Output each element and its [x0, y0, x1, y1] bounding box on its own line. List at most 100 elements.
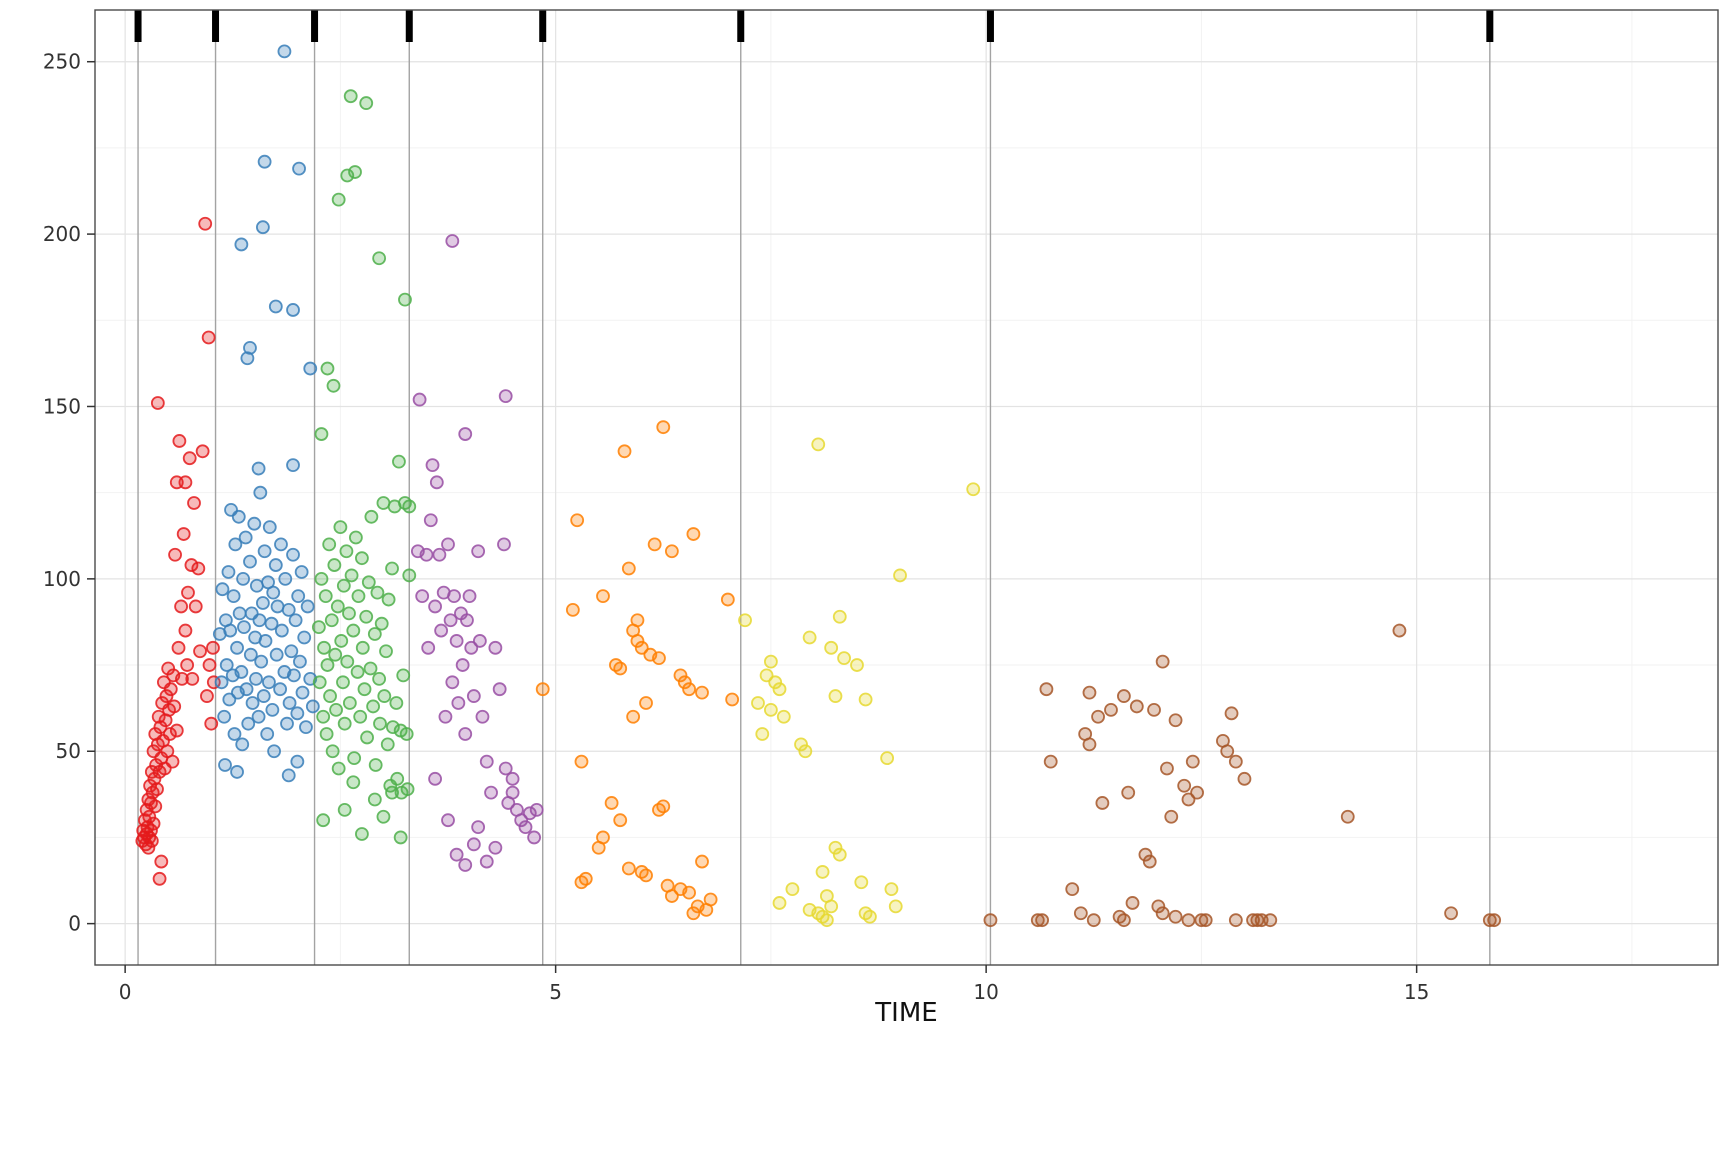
data-point	[392, 454, 406, 469]
data-point	[596, 589, 610, 604]
data-point	[228, 537, 243, 552]
data-point	[274, 537, 288, 552]
data-point	[258, 634, 273, 648]
data-point	[471, 544, 486, 559]
data-point	[280, 716, 294, 731]
data-point	[295, 685, 310, 700]
data-point	[291, 589, 306, 604]
data-point	[893, 568, 907, 583]
data-point	[763, 702, 778, 717]
data-point	[828, 840, 843, 855]
data-point	[238, 530, 253, 545]
data-point	[163, 682, 178, 697]
data-point	[695, 854, 709, 869]
data-point	[1250, 913, 1265, 928]
data-point	[441, 537, 455, 552]
data-point	[811, 437, 826, 452]
data-point	[458, 427, 473, 441]
data-point	[768, 675, 783, 690]
data-point	[311, 620, 326, 635]
data-point	[355, 551, 369, 566]
data-point	[1237, 771, 1252, 786]
data-point	[265, 702, 280, 717]
x-tick-label: 15	[1404, 980, 1429, 1004]
data-point	[217, 709, 232, 724]
y-tick-label: 50	[56, 739, 81, 763]
data-point	[1168, 713, 1183, 728]
data-point	[1482, 913, 1497, 928]
data-point	[1177, 778, 1192, 793]
data-point	[613, 813, 628, 828]
data-point	[286, 303, 300, 317]
data-point	[432, 547, 447, 562]
data-point	[171, 640, 186, 655]
data-point	[218, 758, 232, 772]
data-point	[630, 613, 645, 628]
data-point	[288, 613, 303, 628]
series-blue	[212, 44, 320, 783]
data-point	[498, 389, 513, 404]
data-point	[231, 509, 246, 524]
data-point	[150, 782, 164, 797]
data-point	[466, 837, 481, 852]
data-point	[1091, 709, 1105, 724]
data-point	[596, 830, 610, 845]
data-point	[460, 613, 474, 628]
y-tick-label: 150	[43, 394, 81, 418]
data-point	[419, 547, 434, 562]
data-point	[357, 682, 372, 697]
x-tick-label: 10	[973, 980, 998, 1004]
data-point	[243, 340, 257, 355]
data-point	[359, 609, 374, 624]
data-point	[630, 634, 645, 648]
data-point	[204, 716, 219, 731]
data-point	[198, 216, 213, 231]
data-point	[449, 634, 464, 648]
data-point	[329, 702, 343, 717]
data-point	[824, 899, 839, 914]
data-point	[270, 599, 285, 614]
data-point	[1104, 702, 1118, 717]
data-point	[303, 361, 318, 376]
data-point	[466, 689, 481, 703]
data-point	[346, 775, 361, 790]
data-point	[245, 696, 260, 710]
data-point	[621, 561, 636, 576]
data-point	[703, 892, 718, 907]
data-point	[346, 623, 361, 638]
data-point	[863, 909, 877, 924]
data-point	[1220, 744, 1235, 759]
data-point	[423, 513, 438, 528]
data-point	[282, 696, 297, 710]
data-point	[1151, 899, 1166, 914]
data-point	[175, 671, 189, 686]
data-point	[195, 444, 210, 459]
data-point	[223, 623, 238, 638]
data-point	[292, 161, 306, 176]
series-orange	[535, 420, 740, 921]
data-point	[837, 651, 851, 666]
data-point	[167, 699, 182, 714]
data-point	[239, 682, 254, 697]
data-point	[858, 692, 873, 707]
data-point	[141, 840, 156, 855]
data-point	[1155, 654, 1170, 669]
data-point	[1035, 913, 1050, 928]
plot-panel	[95, 10, 1718, 965]
data-point	[462, 589, 477, 604]
data-point	[1164, 809, 1179, 824]
data-point	[342, 696, 357, 710]
data-point	[1142, 854, 1157, 869]
data-point	[1082, 737, 1097, 752]
data-point	[178, 475, 193, 490]
data-point	[399, 727, 414, 741]
data-point	[237, 620, 251, 635]
data-point	[367, 792, 382, 807]
data-point	[1228, 754, 1243, 769]
data-point	[1228, 913, 1243, 928]
data-point	[570, 513, 585, 528]
data-point	[398, 292, 412, 307]
data-point	[983, 913, 998, 928]
data-point	[299, 720, 313, 735]
data-point	[824, 640, 839, 655]
